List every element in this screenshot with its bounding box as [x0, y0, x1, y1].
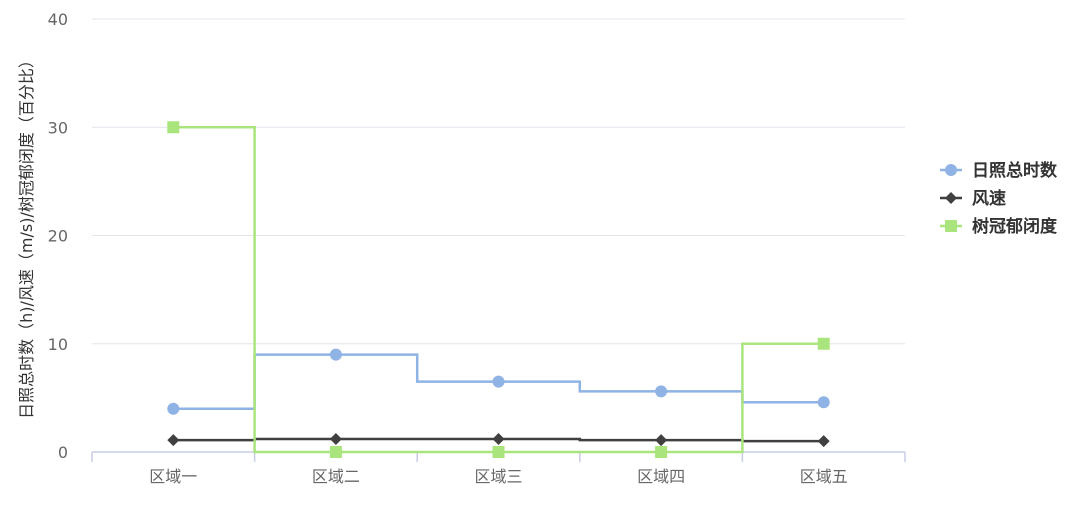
data-point[interactable] — [167, 121, 180, 134]
data-point[interactable] — [492, 375, 505, 388]
data-point[interactable] — [329, 348, 342, 361]
data-point[interactable] — [167, 402, 180, 415]
data-point[interactable] — [655, 446, 668, 458]
legend-label: 风速 — [972, 188, 1006, 209]
y-tick-label: 20 — [48, 227, 68, 246]
legend-square-icon — [945, 220, 957, 232]
x-tick-label: 区域五 — [800, 467, 848, 486]
legend-item[interactable]: 日照总时数 — [940, 160, 1058, 181]
data-point[interactable] — [492, 433, 505, 446]
y-tick-label: 10 — [48, 335, 68, 354]
grid-lines — [92, 18, 905, 345]
y-axis-label: 日照总时数（h)/风速（m/s)/树冠郁闭度（百分比） — [17, 52, 36, 419]
data-point[interactable] — [817, 337, 830, 350]
series-0 — [167, 348, 830, 415]
data-point[interactable] — [167, 434, 180, 447]
series-2 — [167, 121, 830, 458]
x-tick-label: 区域二 — [312, 467, 360, 486]
series-1 — [167, 433, 830, 448]
data-point[interactable] — [329, 446, 342, 458]
series-group — [167, 121, 830, 458]
x-tick-label: 区域一 — [149, 467, 197, 486]
legend-item[interactable]: 树冠郁闭度 — [940, 216, 1058, 237]
y-tick-label: 40 — [48, 10, 68, 29]
data-point[interactable] — [817, 396, 830, 409]
series-line — [173, 126, 824, 454]
data-point[interactable] — [655, 385, 668, 398]
x-tick-label: 区域三 — [474, 467, 522, 486]
data-point[interactable] — [655, 434, 668, 447]
legend-item[interactable]: 风速 — [940, 188, 1006, 209]
legend-label: 日照总时数 — [972, 160, 1058, 181]
y-tick-label: 0 — [58, 443, 68, 462]
data-point[interactable] — [817, 435, 830, 448]
legend-circle-icon — [945, 164, 957, 176]
data-point[interactable] — [329, 433, 342, 446]
legend-diamond-icon — [945, 192, 957, 204]
x-tick-label: 区域四 — [637, 467, 685, 486]
y-tick-label: 30 — [48, 118, 68, 137]
legend-label: 树冠郁闭度 — [972, 216, 1058, 237]
data-point[interactable] — [492, 446, 505, 458]
y-axis-ticks: 0 10 20 30 40 — [48, 10, 68, 462]
